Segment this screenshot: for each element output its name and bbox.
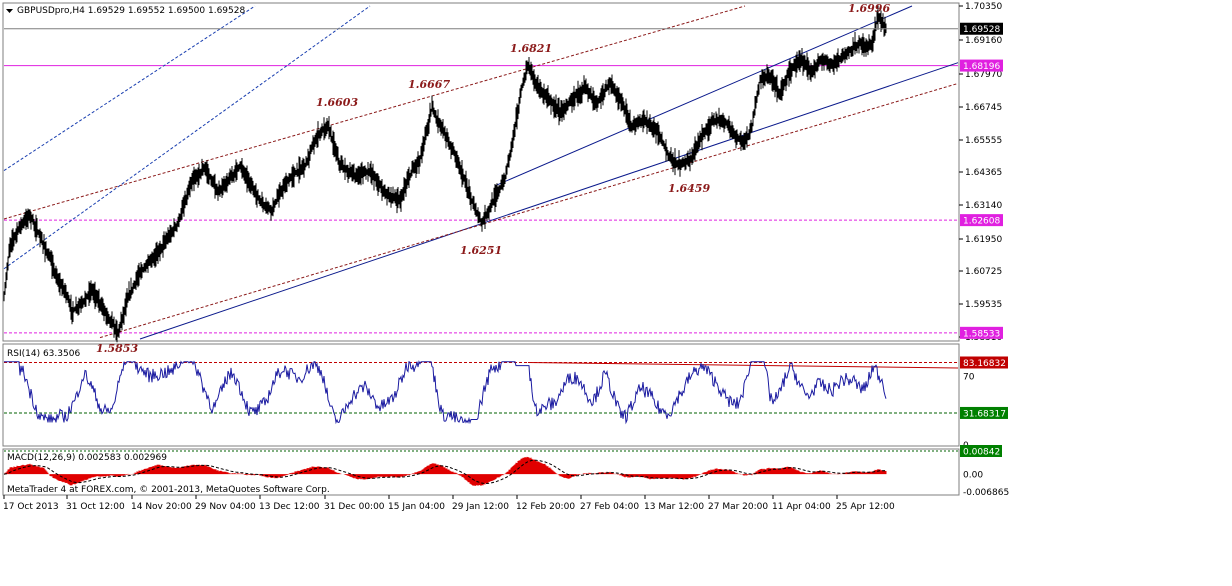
- y-tick-label: 1.69160: [965, 36, 1002, 46]
- macd-high-tag-bg: [960, 445, 1002, 457]
- main-chart-panel[interactable]: [2, 2, 960, 342]
- x-tick-label: 29 Nov 04:00: [195, 502, 256, 512]
- y-tick-label: 1.66745: [965, 103, 1002, 113]
- channel-upper-dashed-line: [3, 5, 746, 220]
- x-tick-label: 31 Dec 00:00: [324, 502, 385, 512]
- x-tick-label: 15 Jan 04:00: [388, 502, 445, 512]
- level-tag-3-bg: [960, 326, 1003, 339]
- rsi-line: [4, 360, 887, 425]
- x-tick-label: 13 Dec 12:00: [259, 502, 320, 512]
- y-tick-label: 1.61950: [965, 235, 1002, 245]
- macd-high-tag: 0.00842: [963, 448, 1000, 458]
- wave-label-3: 1.6667: [408, 78, 450, 91]
- channel-upper-solid-line: [494, 5, 913, 187]
- x-tick-label: 29 Jan 12:00: [452, 502, 509, 512]
- macd-header: MACD(12,26,9) 0.002583 0.002969: [7, 453, 167, 463]
- x-tick-label: 27 Mar 20:00: [708, 502, 768, 512]
- level-tag-1-bg: [960, 59, 1003, 72]
- rsi-header: RSI(14) 63.3506: [7, 349, 80, 359]
- level-tag-3: 1.58533: [963, 329, 1000, 339]
- channel-lower-dashed-line: [99, 82, 959, 339]
- rsi-high-tag: 83.16832: [963, 359, 1006, 369]
- symbol-header: GBPUSDpro,H4 1.69529 1.69552 1.69500 1.6…: [17, 6, 245, 16]
- y-tick-label: 1.70350: [965, 2, 1002, 12]
- x-tick-label: 31 Oct 12:00: [66, 502, 125, 512]
- x-tick-label: 12 Feb 20:00: [516, 502, 575, 512]
- blue-dashed-line-2: [3, 5, 371, 270]
- x-tick-label: 17 Oct 2013: [3, 502, 59, 512]
- wave-label-6: 1.6251: [460, 244, 502, 257]
- y-tick-label: 1.63140: [965, 201, 1002, 211]
- wave-label-4: 1.6603: [316, 96, 358, 109]
- rsi-high-tag-bg: [960, 356, 1008, 369]
- level-tag-2: 1.62608: [963, 217, 1000, 227]
- y-tick-label: 1.60725: [965, 267, 1002, 277]
- x-tick-label: 13 Mar 12:00: [644, 502, 704, 512]
- rsi-trendline: [527, 361, 959, 369]
- channel-lower-solid-line: [139, 62, 959, 340]
- y-tick-label: 1.65555: [965, 136, 1002, 146]
- wave-label-2: 1.6821: [510, 42, 552, 55]
- x-tick-label: 14 Nov 20:00: [131, 502, 192, 512]
- level-tag-2-bg: [960, 214, 1003, 227]
- rsi-low-tag: 31.68317: [963, 409, 1006, 419]
- wave-label-5: 1.6459: [668, 182, 710, 195]
- x-tick-label: 11 Apr 04:00: [772, 502, 831, 512]
- blue-dashed-line-1: [3, 5, 256, 171]
- rsi-low-tag-bg: [960, 406, 1008, 419]
- rsi-panel[interactable]: [2, 343, 960, 447]
- x-tick-label: 27 Feb 04:00: [580, 502, 639, 512]
- y-tick-label: 1.67970: [965, 70, 1002, 80]
- x-tick-label: 25 Apr 12:00: [836, 502, 895, 512]
- y-tick-label: 1.64365: [965, 168, 1002, 178]
- macd-y-tick-label: -0.006865: [963, 488, 1009, 498]
- current-price-tag-bg: [960, 22, 1003, 35]
- macd-y-tick-label: 0.00: [963, 471, 983, 481]
- wave-label-7: 1.5853: [96, 342, 138, 355]
- symbol-dropdown-icon[interactable]: [6, 9, 13, 13]
- copyright-text: MetaTrader 4 at FOREX.com, © 2001-2013, …: [7, 485, 330, 495]
- level-tag-1: 1.68196: [963, 62, 1000, 72]
- price-bars: [3, 5, 887, 343]
- wave-label-1: 1.6996: [848, 2, 890, 15]
- y-tick-label: 1.59535: [965, 300, 1002, 310]
- rsi-y-tick-label: 70: [963, 372, 975, 382]
- current-price-tag: 1.69528: [963, 25, 1000, 35]
- macd-signal-line: [3, 459, 886, 484]
